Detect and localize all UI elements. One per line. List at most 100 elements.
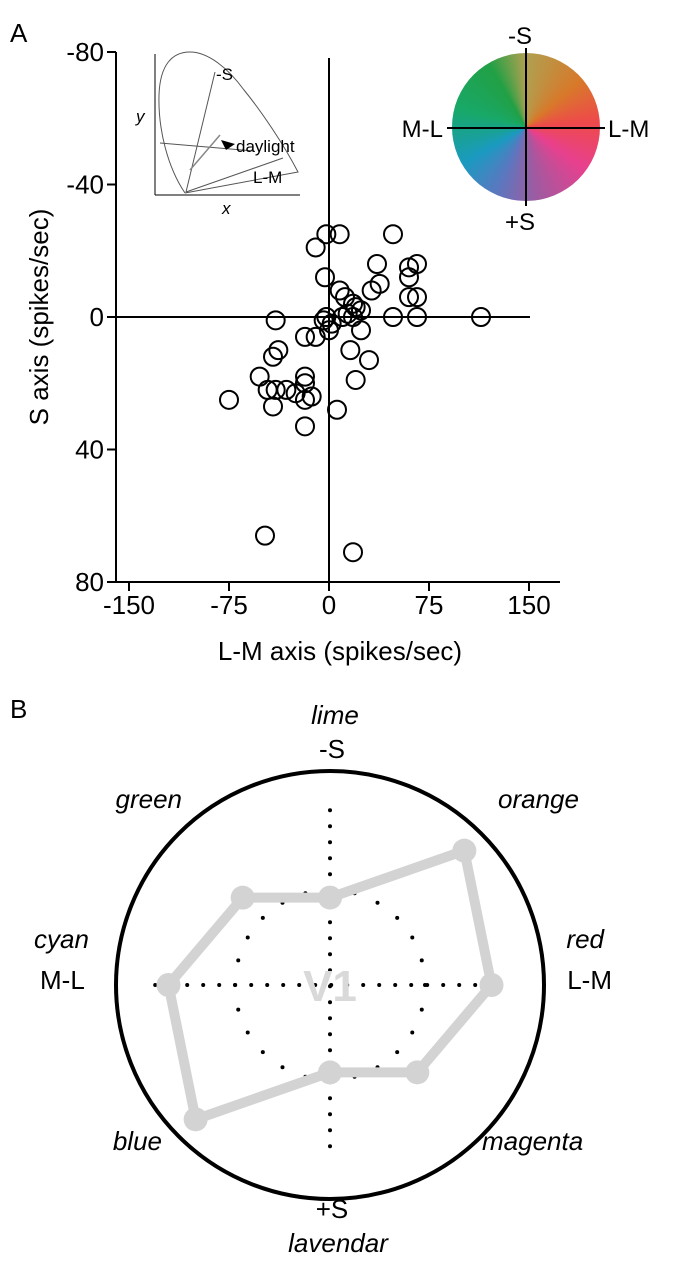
inset-daylight-label: daylight (236, 137, 295, 156)
scatter-point (263, 346, 283, 367)
axis-dot (328, 952, 332, 957)
x-tick-label: -150 (103, 590, 155, 620)
inset-line-3 (189, 134, 221, 171)
panel-a-letter: A (10, 18, 28, 48)
inner-ring-dot (419, 958, 424, 963)
scatter-point (399, 287, 419, 308)
inner-ring-dot (419, 1007, 424, 1012)
label-magenta: magenta (482, 1126, 583, 1156)
scatter-y-title: S axis (spikes/sec) (24, 209, 54, 426)
y-tick-label: 0 (90, 302, 104, 332)
scatter-point (315, 267, 335, 288)
label-lavendar: lavendar (288, 1228, 389, 1258)
scatter-point (295, 326, 315, 347)
scatter-point (329, 280, 350, 301)
scatter-point (399, 257, 419, 278)
label-plus-s: +S (316, 1194, 349, 1224)
polar-plot: V1 lime -S orange red L-M magenta +S lav… (34, 700, 612, 1258)
scatter-point (345, 369, 366, 390)
spectral-locus (158, 51, 299, 194)
axis-dot (345, 983, 350, 987)
inner-ring-dot (395, 915, 400, 920)
x-tick-label: 150 (507, 590, 550, 620)
scatter-plot: -150 -75 0 75 150 -80 -40 0 40 80 L-M axis (spike… (24, 37, 560, 666)
axis-dot (409, 983, 414, 987)
axis-dot (153, 983, 158, 987)
scatter-point (268, 340, 289, 361)
inset-line-2 (185, 157, 284, 193)
scatter-point (321, 313, 342, 334)
scatter-point (359, 350, 379, 371)
inner-ring-dot (395, 1050, 400, 1055)
axis-dot (328, 1096, 332, 1101)
polar-point (183, 1107, 208, 1132)
scatter-point (295, 389, 315, 410)
scatter-point (305, 326, 326, 347)
label-blue: blue (113, 1126, 162, 1156)
axis-dot (328, 824, 332, 829)
axis-dot (425, 983, 430, 987)
axis-dot (361, 983, 366, 987)
scatter-point (316, 307, 337, 327)
axis-dot (328, 920, 332, 925)
scatter-point (337, 303, 358, 324)
inset-s-label: -S (216, 65, 233, 84)
y-tick-label: 40 (75, 435, 104, 465)
axis-dot (328, 840, 332, 845)
disc-left-label: M-L (402, 116, 443, 143)
scatter-point (383, 224, 403, 245)
scatter-point (295, 416, 315, 437)
scatter-point (407, 287, 427, 308)
scatter-point (399, 267, 419, 288)
scatter-point (343, 542, 363, 563)
y-tick-label: -80 (66, 37, 104, 67)
inset-lm-label: L-M (253, 168, 282, 187)
inset-x-label: x (221, 199, 231, 218)
axis-dot (328, 872, 332, 877)
disc-top-label: -S (508, 23, 532, 50)
axis-dot (328, 936, 332, 941)
inner-ring-dot (260, 1050, 265, 1055)
scatter-point (316, 224, 337, 245)
polar-outer-ring (114, 769, 546, 1201)
axis-dot (328, 968, 332, 973)
scatter-point (249, 366, 270, 387)
scatter-point (327, 399, 347, 420)
axis-dot (217, 983, 222, 987)
polar-point (230, 885, 255, 910)
inner-ring-dot (236, 958, 241, 963)
scatter-point (263, 396, 283, 417)
axis-dot (201, 983, 206, 987)
scatter-point (383, 307, 403, 327)
axis-dot (328, 1032, 332, 1037)
axis-dot (328, 1112, 332, 1117)
x-tick-label: 75 (415, 590, 444, 620)
axis-dot (281, 983, 286, 987)
axis-dot (233, 983, 238, 987)
label-lime: lime (311, 700, 359, 730)
axis-dot (249, 983, 254, 987)
inner-ring-dot (245, 1030, 250, 1035)
label-m-l: M-L (40, 965, 85, 995)
scatter-point (329, 224, 350, 245)
axis-dot (328, 856, 332, 861)
label-red: red (566, 924, 605, 954)
inner-ring-dot (410, 1030, 415, 1035)
scatter-point (255, 525, 275, 546)
scatter-point (265, 310, 286, 331)
scatter-point (361, 280, 382, 301)
axis-dot (328, 808, 332, 813)
axis-dot (185, 983, 190, 987)
polar-point (318, 885, 342, 910)
polar-point (156, 973, 181, 997)
scatter-point (305, 237, 326, 258)
chromaticity-inset: -S daylight L-M y x (135, 51, 300, 218)
polar-point (405, 1060, 430, 1085)
axis-dot (457, 983, 462, 987)
inner-ring-dot (236, 1007, 241, 1012)
y-tick-label: 80 (75, 567, 104, 597)
y-tick-label: -40 (66, 170, 104, 200)
axis-dot (377, 983, 382, 987)
label-minus-s: -S (319, 734, 345, 764)
